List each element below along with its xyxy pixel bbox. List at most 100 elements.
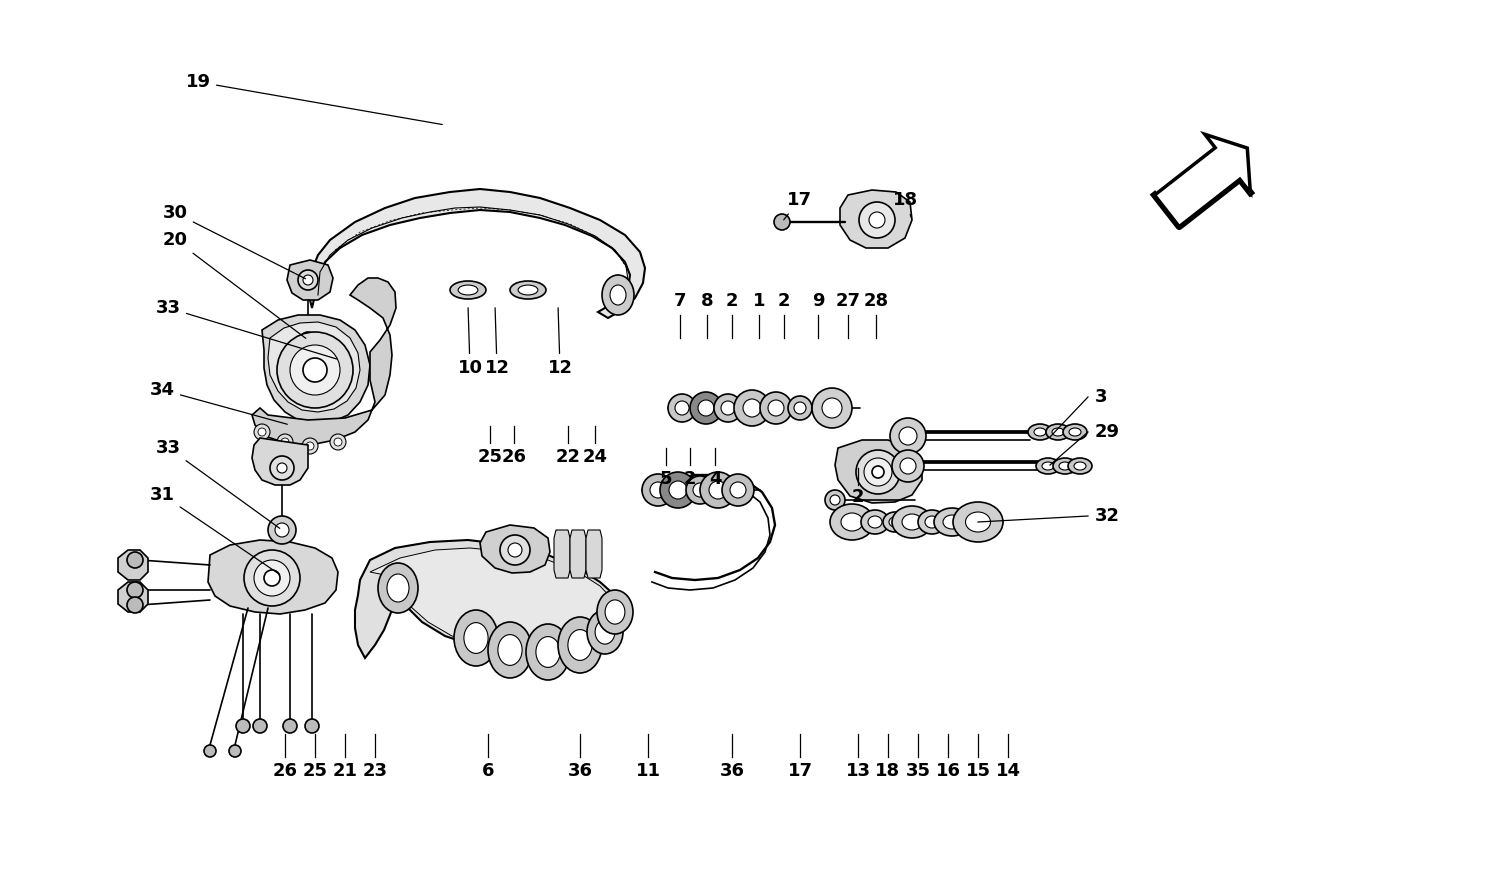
Text: 12: 12 <box>484 307 510 377</box>
Circle shape <box>274 523 290 537</box>
Ellipse shape <box>597 590 633 634</box>
Polygon shape <box>586 530 602 578</box>
Circle shape <box>270 456 294 480</box>
Text: 18: 18 <box>876 762 900 780</box>
Polygon shape <box>286 260 333 300</box>
Circle shape <box>825 490 844 510</box>
Ellipse shape <box>1052 428 1064 436</box>
Text: 27: 27 <box>836 292 861 310</box>
Circle shape <box>303 358 327 382</box>
Circle shape <box>302 438 318 454</box>
Text: 26: 26 <box>501 448 526 466</box>
Ellipse shape <box>596 620 615 644</box>
Ellipse shape <box>464 623 488 653</box>
Text: 22: 22 <box>555 448 580 466</box>
Circle shape <box>710 481 728 499</box>
Text: 36: 36 <box>567 762 592 780</box>
Polygon shape <box>252 438 308 485</box>
Ellipse shape <box>1064 424 1088 440</box>
Ellipse shape <box>558 617 602 673</box>
Text: 33: 33 <box>156 299 338 359</box>
Text: 25: 25 <box>303 762 327 780</box>
Circle shape <box>128 582 142 598</box>
Ellipse shape <box>1028 424 1051 440</box>
Text: 13: 13 <box>846 762 870 780</box>
Polygon shape <box>118 550 148 580</box>
Text: 4: 4 <box>708 470 722 488</box>
Circle shape <box>500 535 530 565</box>
Circle shape <box>334 438 342 446</box>
Polygon shape <box>252 278 396 445</box>
Text: 29: 29 <box>1095 423 1120 441</box>
Circle shape <box>254 424 270 440</box>
Text: 10: 10 <box>458 307 483 377</box>
Polygon shape <box>209 540 338 614</box>
Circle shape <box>128 552 142 568</box>
Circle shape <box>868 212 885 228</box>
Text: 2: 2 <box>852 488 864 506</box>
Polygon shape <box>356 540 622 658</box>
Ellipse shape <box>1046 424 1070 440</box>
Text: 1: 1 <box>753 292 765 310</box>
Text: 5: 5 <box>660 470 672 488</box>
Circle shape <box>304 336 312 344</box>
Circle shape <box>642 474 674 506</box>
Ellipse shape <box>536 636 560 667</box>
Text: 19: 19 <box>186 73 442 125</box>
Circle shape <box>230 745 242 757</box>
Circle shape <box>236 719 250 733</box>
Circle shape <box>859 202 895 238</box>
Circle shape <box>774 214 790 230</box>
Circle shape <box>722 401 735 415</box>
Circle shape <box>812 388 852 428</box>
Circle shape <box>509 543 522 557</box>
Circle shape <box>675 401 688 415</box>
Ellipse shape <box>868 516 882 528</box>
Text: 2: 2 <box>684 470 696 488</box>
Circle shape <box>284 719 297 733</box>
Ellipse shape <box>510 281 546 299</box>
Text: 35: 35 <box>906 762 930 780</box>
Ellipse shape <box>1053 458 1077 474</box>
Circle shape <box>856 450 900 494</box>
Text: 11: 11 <box>636 762 660 780</box>
Text: 3: 3 <box>1095 388 1107 406</box>
Circle shape <box>204 745 216 757</box>
Ellipse shape <box>387 574 410 602</box>
Text: 14: 14 <box>996 762 1020 780</box>
Circle shape <box>264 570 280 586</box>
Ellipse shape <box>450 281 486 299</box>
Circle shape <box>303 275 313 285</box>
Circle shape <box>742 399 760 417</box>
Circle shape <box>698 400 714 416</box>
Polygon shape <box>840 190 912 248</box>
Text: 9: 9 <box>812 292 824 310</box>
Circle shape <box>714 394 742 422</box>
Text: 32: 32 <box>1095 507 1120 525</box>
Circle shape <box>890 418 926 454</box>
Text: 25: 25 <box>477 448 502 466</box>
Ellipse shape <box>918 510 946 534</box>
Text: 15: 15 <box>966 762 990 780</box>
Text: 23: 23 <box>363 762 387 780</box>
Text: 24: 24 <box>582 448 608 466</box>
Text: 33: 33 <box>156 439 279 528</box>
Ellipse shape <box>892 506 932 538</box>
Ellipse shape <box>1042 462 1054 470</box>
Ellipse shape <box>934 508 970 536</box>
Ellipse shape <box>842 513 862 531</box>
Text: 2: 2 <box>777 292 790 310</box>
Text: 18: 18 <box>892 191 918 217</box>
Ellipse shape <box>1034 428 1046 436</box>
Polygon shape <box>118 582 148 612</box>
Circle shape <box>700 472 736 508</box>
Ellipse shape <box>378 563 419 613</box>
Ellipse shape <box>952 502 1004 542</box>
Circle shape <box>730 482 746 498</box>
Ellipse shape <box>458 285 478 295</box>
Polygon shape <box>310 189 645 318</box>
Polygon shape <box>262 315 370 424</box>
Circle shape <box>693 483 706 497</box>
Circle shape <box>280 438 290 446</box>
Circle shape <box>892 450 924 482</box>
